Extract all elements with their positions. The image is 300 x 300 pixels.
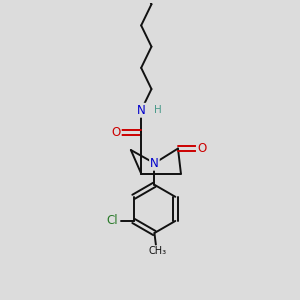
- Text: N: N: [150, 157, 159, 170]
- Text: Cl: Cl: [106, 214, 118, 227]
- Text: H: H: [154, 105, 162, 115]
- Text: CH₃: CH₃: [148, 246, 166, 256]
- Text: O: O: [197, 142, 206, 155]
- Text: N: N: [137, 104, 146, 117]
- Text: O: O: [112, 126, 121, 139]
